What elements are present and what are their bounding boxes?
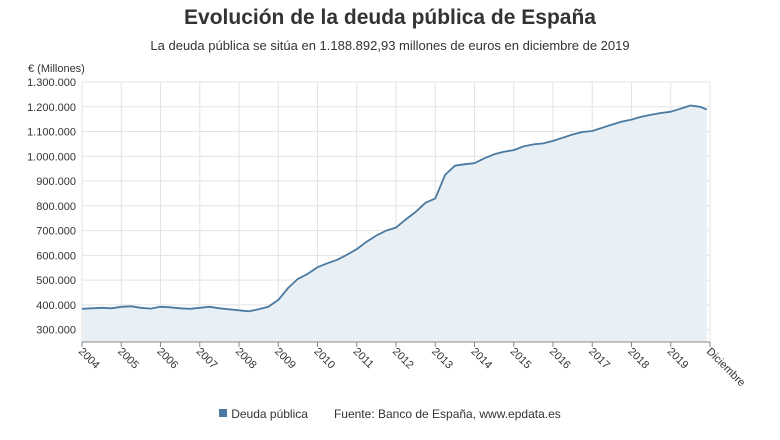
y-tick-label: 900.000 — [36, 176, 76, 188]
legend: Deuda pública Fuente: Banco de España, ww… — [0, 407, 780, 421]
legend-series-label: Deuda pública — [231, 407, 308, 421]
x-tick-label: 2017 — [586, 346, 612, 372]
x-tick-label: 2008 — [233, 346, 259, 372]
y-tick-label: 700.000 — [36, 226, 76, 238]
y-axis-unit-label: € (Millones) — [28, 63, 85, 75]
x-tick-label: 2011 — [351, 346, 376, 371]
x-tick-label: 2007 — [194, 346, 220, 372]
x-tick-label: 2009 — [272, 346, 298, 372]
x-tick-label: 2006 — [154, 346, 180, 372]
x-tick-label: 2012 — [390, 346, 416, 372]
y-tick-label: 1.200.000 — [27, 102, 76, 114]
x-tick-label: 2005 — [115, 346, 141, 372]
chart-subtitle: La deuda pública se sitúa en 1.188.892,9… — [150, 38, 630, 53]
y-tick-label: 600.000 — [36, 250, 76, 262]
y-tick-label: 400.000 — [36, 300, 76, 312]
x-tick-label: 2013 — [429, 346, 455, 372]
x-tick-label: Diciembre — [704, 346, 747, 389]
x-tick-label: 2018 — [625, 346, 651, 372]
series-area — [82, 105, 707, 342]
y-tick-label: 1.100.000 — [27, 127, 76, 139]
series-line — [81, 104, 708, 313]
x-tick-label: 2010 — [311, 346, 337, 372]
legend-swatch — [219, 409, 228, 417]
y-tick-label: 500.000 — [36, 275, 76, 287]
x-tick-label: 2004 — [76, 346, 102, 372]
y-tick-label: 1.300.000 — [27, 77, 76, 89]
x-tick-label: 2014 — [468, 346, 494, 372]
x-tick-label: 2015 — [508, 346, 534, 372]
y-tick-label: 800.000 — [36, 201, 76, 213]
y-tick-label: 300.000 — [36, 325, 76, 337]
chart-title: Evolución de la deuda pública de España — [184, 6, 596, 29]
y-tick-label: 1.000.000 — [27, 151, 76, 163]
x-tick-label: 2016 — [547, 346, 573, 372]
x-tick-label: 2019 — [665, 346, 691, 372]
source-note: Fuente: Banco de España, www.epdata.es — [333, 407, 561, 421]
